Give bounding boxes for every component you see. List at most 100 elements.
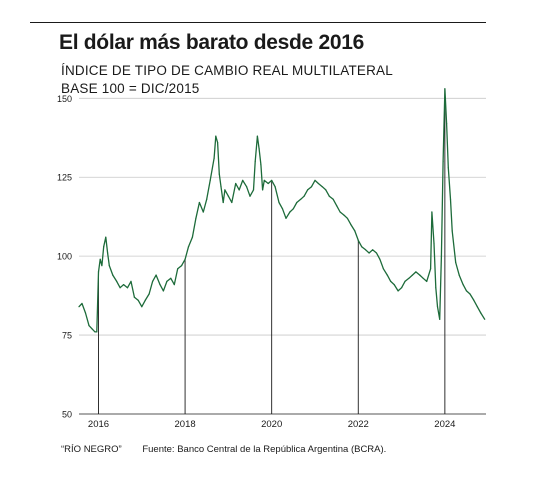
x-tick-label-2022: 2022 <box>348 419 369 430</box>
data-point <box>148 293 150 295</box>
data-point <box>105 236 107 238</box>
data-point <box>119 287 121 289</box>
data-point <box>213 157 215 159</box>
data-point <box>289 211 291 213</box>
data-point <box>278 201 280 204</box>
data-point <box>292 208 294 210</box>
data-point <box>159 284 161 286</box>
data-point <box>133 296 135 298</box>
data-point <box>222 201 224 204</box>
data-point <box>382 268 384 270</box>
data-point <box>258 148 260 150</box>
data-point <box>390 280 392 282</box>
data-point <box>206 198 208 200</box>
data-point <box>107 252 109 254</box>
data-point <box>375 252 378 254</box>
data-point <box>187 246 190 248</box>
data-point <box>317 182 319 185</box>
data-point <box>354 230 356 232</box>
data-point <box>386 274 388 276</box>
data-point <box>238 189 240 191</box>
data-point <box>328 195 330 197</box>
data-point <box>209 179 211 181</box>
data-point <box>274 186 276 188</box>
top-rule <box>30 22 486 23</box>
data-point <box>91 328 93 330</box>
data-point <box>88 325 90 327</box>
x-tick-label-2018: 2018 <box>175 419 196 430</box>
data-point <box>137 299 139 301</box>
x-tick-labels: 2016 2018 2020 2022 2024 <box>88 419 456 430</box>
data-point <box>440 255 442 257</box>
data-point <box>84 312 87 314</box>
data-point <box>372 249 374 251</box>
data-point <box>346 217 348 219</box>
data-point <box>350 224 352 226</box>
y-tick-label-125: 125 <box>57 173 72 183</box>
data-point <box>462 284 464 286</box>
data-point <box>227 195 229 197</box>
data-point <box>433 242 435 245</box>
data-point <box>357 239 359 241</box>
data-point <box>361 246 363 248</box>
chart-title: El dólar más barato desde 2016 <box>59 31 364 54</box>
data-point <box>436 306 439 308</box>
data-point <box>325 189 327 191</box>
data-point <box>215 135 217 137</box>
data-point <box>296 201 298 204</box>
data-point <box>435 287 437 289</box>
data-point <box>465 290 468 292</box>
data-point <box>99 258 101 260</box>
data-point <box>191 236 193 238</box>
data-point <box>123 284 125 286</box>
data-point <box>177 268 179 270</box>
y-tick-label-150: 150 <box>57 94 72 104</box>
data-point <box>218 173 220 175</box>
x-tick-label-2020: 2020 <box>261 419 282 430</box>
data-point <box>473 299 475 301</box>
data-point <box>184 258 186 260</box>
data-point <box>447 167 449 169</box>
y-tick-labels: 50 75 100 125 150 <box>57 94 72 420</box>
data-point <box>78 306 80 308</box>
data-point <box>339 211 341 213</box>
data-point <box>281 208 284 210</box>
data-point <box>263 179 265 181</box>
data-point <box>81 302 83 305</box>
data-point <box>397 290 399 292</box>
data-point <box>307 189 309 191</box>
data-point <box>408 277 410 279</box>
data-point <box>393 284 395 286</box>
data-point <box>141 306 143 308</box>
data-point <box>332 198 334 200</box>
data-point <box>96 331 98 333</box>
data-point <box>455 261 457 264</box>
x-tick-label-2016: 2016 <box>88 419 109 430</box>
data-point <box>101 265 103 267</box>
data-point <box>144 299 146 301</box>
y-tick-label-75: 75 <box>62 331 72 341</box>
data-point <box>97 271 100 273</box>
data-point <box>365 249 367 251</box>
subtitle-line-1: ÍNDICE DE TIPO DE CAMBIO REAL MULTILATER… <box>61 63 393 78</box>
data-point <box>368 252 370 254</box>
data-point <box>170 277 172 279</box>
data-point <box>198 201 200 204</box>
data-point <box>411 274 413 276</box>
data-point <box>103 246 105 248</box>
data-point <box>444 88 446 90</box>
series-layer <box>78 88 486 333</box>
data-point <box>343 214 345 216</box>
data-point <box>260 164 262 166</box>
data-point <box>94 331 96 333</box>
data-point <box>285 217 287 219</box>
chart-subtitle: ÍNDICE DE TIPO DE CAMBIO REAL MULTILATER… <box>61 62 393 98</box>
data-point <box>430 268 432 270</box>
x-tick-label-2024: 2024 <box>434 419 455 430</box>
data-point <box>451 230 453 232</box>
data-point <box>162 290 164 292</box>
data-point <box>267 182 269 185</box>
data-point <box>126 287 129 289</box>
series-line-0 <box>78 88 486 333</box>
data-point <box>231 201 233 204</box>
